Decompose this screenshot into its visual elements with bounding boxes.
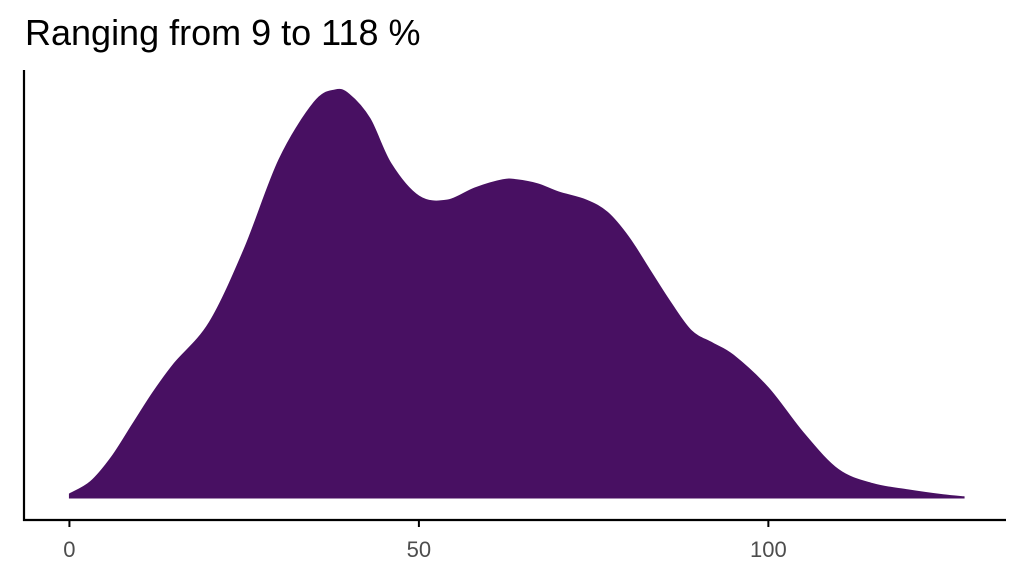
x-tick-label-50: 50 [407, 537, 431, 562]
x-tick-label-0: 0 [63, 537, 75, 562]
density-area-0 [68, 88, 965, 499]
density-layer [68, 88, 965, 499]
chart-title: Ranging from 9 to 118 % [25, 12, 421, 53]
x-tick-label-100: 100 [750, 537, 787, 562]
x-axis-ticks: 0 50 100 [63, 520, 787, 562]
